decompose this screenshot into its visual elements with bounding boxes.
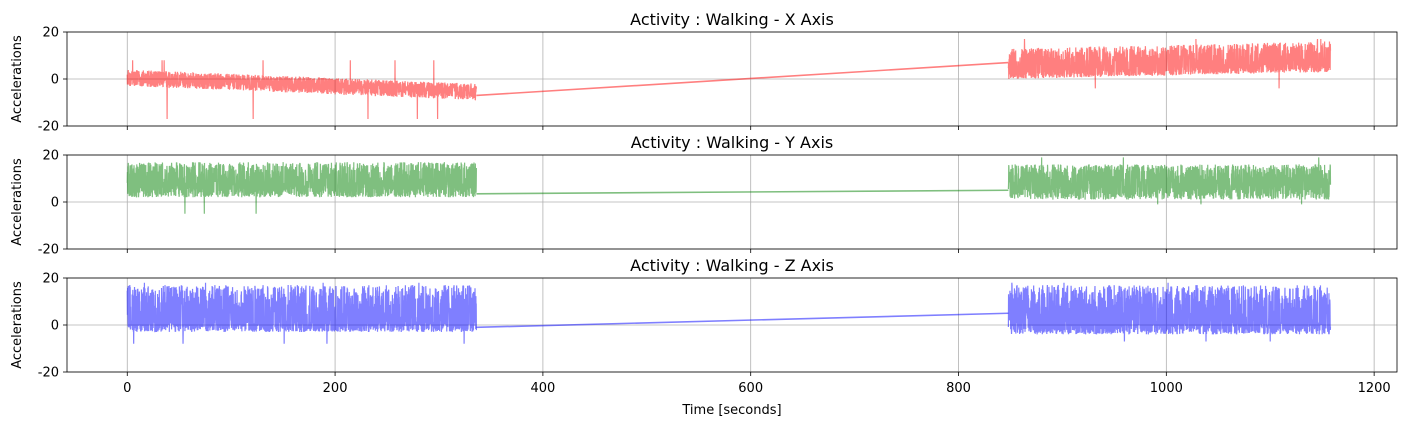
- z-axis-xtick-label: 800: [946, 381, 971, 396]
- x-axis-ytick-label: 20: [42, 26, 59, 41]
- z-axis-xtick-label: 400: [530, 381, 555, 396]
- z-axis-title: Activity : Walking - Z Axis: [630, 256, 834, 275]
- y-axis-signal-segment: [1007, 157, 1332, 205]
- z-axis-signal-segment: [1007, 282, 1332, 342]
- x-axis-signal-segment: [126, 60, 477, 119]
- z-axis-xtick-label: 200: [323, 381, 348, 396]
- x-axis-connector-line: [476, 61, 1009, 97]
- x-axis-ytick-label: -20: [38, 120, 59, 135]
- z-axis-xtick-label: 1200: [1358, 381, 1391, 396]
- x-axis-title: Activity : Walking - X Axis: [630, 10, 834, 29]
- x-axis-ylabel: Accelerations: [10, 35, 25, 123]
- z-axis-connector-line: [476, 312, 1009, 329]
- y-axis-panel: -20 0 20 Accelerations Activity : Walking - …: [10, 133, 1398, 258]
- z-axis-ytick-label: -20: [38, 366, 59, 381]
- y-axis-series: [126, 157, 1332, 214]
- y-axis-connector-line: [476, 189, 1009, 195]
- y-axis-ytick-label: 0: [51, 196, 59, 211]
- y-axis-ylabel: Accelerations: [10, 158, 25, 246]
- z-axis-ytick-label: 20: [42, 272, 59, 287]
- x-axis-signal-segment: [1007, 39, 1332, 89]
- x-axis-series: [126, 39, 1332, 119]
- z-axis-xtick-label: 1000: [1150, 381, 1183, 396]
- x-axis-panel: -20 0 20 Accelerations Activity : Walking - …: [10, 10, 1398, 135]
- y-axis-title: Activity : Walking - Y Axis: [631, 133, 833, 152]
- y-axis-signal-segment: [126, 162, 477, 214]
- z-axis-ytick-label: 0: [51, 319, 59, 334]
- y-axis-ytick-label: 20: [42, 149, 59, 164]
- z-axis-signal-segment: [126, 282, 477, 344]
- x-axis-ytick-label: 0: [51, 73, 59, 88]
- z-axis-xtick-label: 600: [738, 381, 763, 396]
- z-axis-ylabel: Accelerations: [10, 281, 25, 369]
- z-axis-series: [126, 282, 1332, 344]
- z-axis-xtick-label: 0: [123, 381, 131, 396]
- z-axis-xlabel: Time [seconds]: [681, 403, 781, 418]
- y-axis-ytick-label: -20: [38, 243, 59, 258]
